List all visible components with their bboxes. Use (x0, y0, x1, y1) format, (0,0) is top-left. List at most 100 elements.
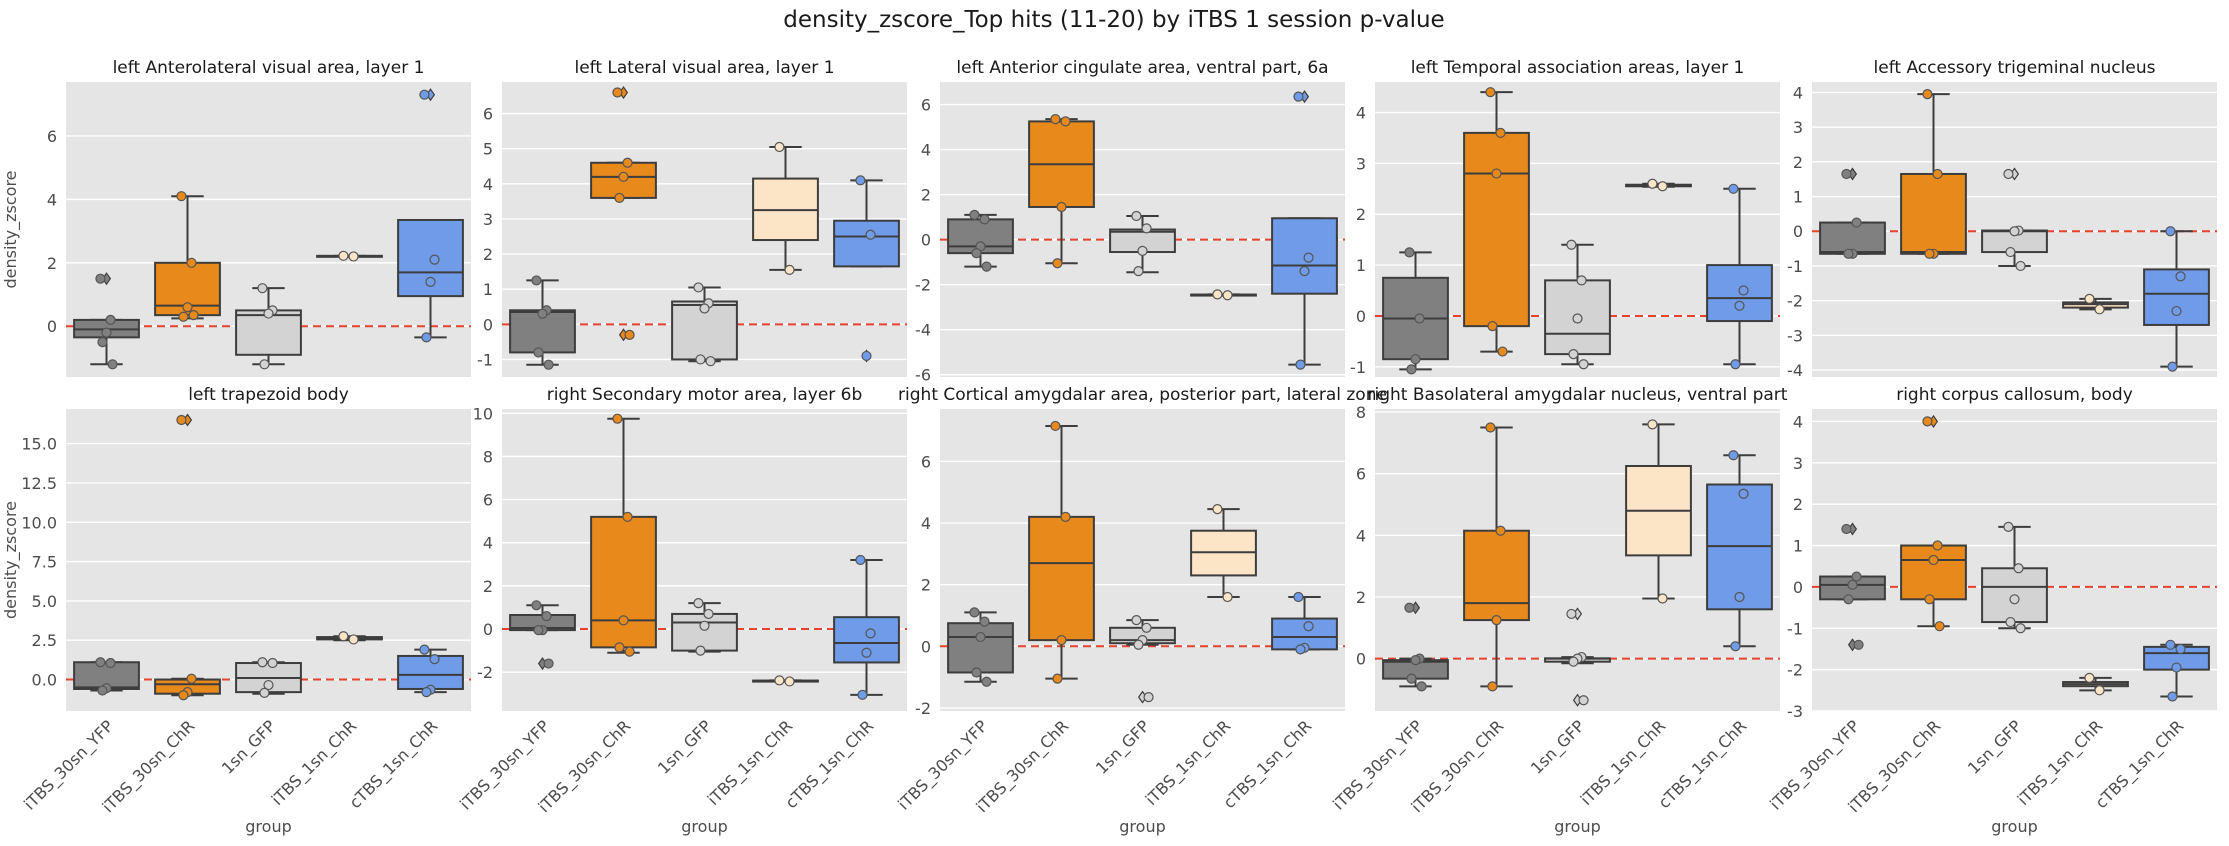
data-point (1133, 266, 1144, 277)
y-tick-label: 0.0 (32, 671, 57, 690)
data-point (1406, 364, 1417, 375)
box (833, 219, 900, 268)
data-point (612, 413, 623, 424)
panel: right Cortical amygdalar area, posterior… (894, 385, 1387, 836)
data-point (1222, 290, 1233, 301)
data-point (784, 676, 795, 687)
plot-area (502, 409, 907, 711)
data-point (1576, 275, 1587, 286)
data-point (1404, 247, 1415, 258)
data-point (1410, 354, 1421, 365)
data-point (1212, 289, 1223, 300)
panel-title: right corpus callosum, body (1896, 385, 2133, 405)
y-tick-label: -1 (477, 350, 493, 369)
data-point (97, 685, 108, 696)
data-point (1485, 422, 1496, 433)
x-axis-label: group (1991, 817, 2037, 836)
y-tick-label: 4 (483, 534, 493, 553)
data-point (1843, 248, 1854, 259)
y-tick-label: 5.0 (32, 592, 57, 611)
data-point (618, 171, 629, 182)
box (671, 612, 738, 652)
data-point (612, 87, 623, 98)
data-point (2015, 623, 2026, 634)
x-tick-label: cTBS_1sn_ChR (1655, 716, 1752, 813)
data-point (533, 625, 544, 636)
panel-title: right Cortical amygdalar area, posterior… (898, 385, 1387, 405)
data-point (263, 679, 274, 691)
y-tick-label: 3 (1793, 118, 1803, 137)
y-tick-label: 4 (1356, 526, 1366, 545)
data-point (861, 350, 872, 362)
data-point (1734, 300, 1745, 311)
data-point (774, 675, 785, 686)
y-tick-label: 4 (47, 190, 57, 209)
y-tick-label: 2.5 (32, 631, 57, 650)
data-point (1851, 571, 1862, 582)
y-tick-label: 1 (1793, 188, 1803, 207)
data-point (1303, 252, 1314, 263)
x-tick-label: cTBS_1sn_ChR (782, 716, 879, 813)
panel-title: right Secondary motor area, layer 6b (547, 385, 863, 405)
data-point (1495, 525, 1506, 536)
panel: left Temporal association areas, layer 1… (1350, 58, 1780, 377)
x-tick-label: 1sn_GFP (1527, 716, 1589, 778)
box (1463, 131, 1530, 328)
y-tick-label: 0 (921, 637, 931, 656)
y-tick-label: 0 (921, 231, 931, 250)
data-point (857, 689, 868, 700)
y-tick-label: 2 (921, 576, 931, 595)
panel: left Anterolateral visual area, layer 1 0… (1, 58, 471, 377)
data-point (695, 354, 706, 365)
panel: right corpus callosum, body -3 -2 -1 0 1 2 3 4 iT… (1766, 385, 2217, 836)
figure-title: density_zscore_Top hits (11-20) by iTBS … (783, 7, 1444, 33)
panel: left trapezoid body 0.0 2.5 5.0 7.5 10.0 12.5 1… (1, 385, 471, 836)
data-point (1566, 608, 1577, 620)
data-point (1141, 622, 1152, 633)
data-point (429, 653, 440, 665)
data-point (1404, 602, 1415, 613)
data-point (338, 631, 349, 642)
data-point (2003, 168, 2014, 180)
data-point (1924, 248, 1935, 259)
data-point (1141, 223, 1152, 234)
y-tick-label: 2 (483, 245, 493, 264)
data-point (1934, 621, 1945, 632)
y-tick-label: -2 (915, 276, 931, 295)
x-tick-label: iTBS_1sn_ChR (1577, 716, 1670, 809)
data-point (1487, 681, 1498, 692)
data-point (1578, 359, 1589, 370)
data-point (101, 327, 112, 338)
y-tick-label: 15.0 (21, 435, 57, 454)
y-tick-label: -1 (1787, 619, 1803, 638)
data-point (1056, 201, 1067, 213)
data-point (2003, 521, 2014, 533)
data-point (2167, 691, 2178, 702)
data-point (1293, 591, 1304, 603)
data-point (2175, 271, 2186, 282)
panel-title: left Lateral visual area, layer 1 (574, 58, 834, 78)
x-axis-label: group (1554, 817, 1600, 836)
data-point (259, 687, 270, 699)
y-tick-label: 2 (483, 577, 493, 596)
y-tick-label: 0 (1793, 222, 1803, 241)
data-point (2167, 361, 2178, 372)
data-point (1295, 359, 1306, 370)
data-point (188, 310, 199, 321)
data-point (1730, 359, 1741, 370)
data-point (1841, 168, 1852, 180)
x-tick-label: iTBS_1sn_ChR (1142, 716, 1235, 809)
data-point (693, 282, 704, 293)
x-tick-label: iTBS_1sn_ChR (2014, 716, 2107, 809)
box (1900, 172, 1967, 255)
data-point (2084, 672, 2095, 684)
data-point (1657, 593, 1668, 604)
y-tick-label: 2 (1793, 153, 1803, 172)
data-point (1932, 540, 1943, 551)
data-point (257, 283, 268, 294)
data-point (2165, 639, 2176, 650)
data-point (693, 598, 704, 609)
data-point (981, 676, 992, 687)
data-point (774, 141, 785, 153)
